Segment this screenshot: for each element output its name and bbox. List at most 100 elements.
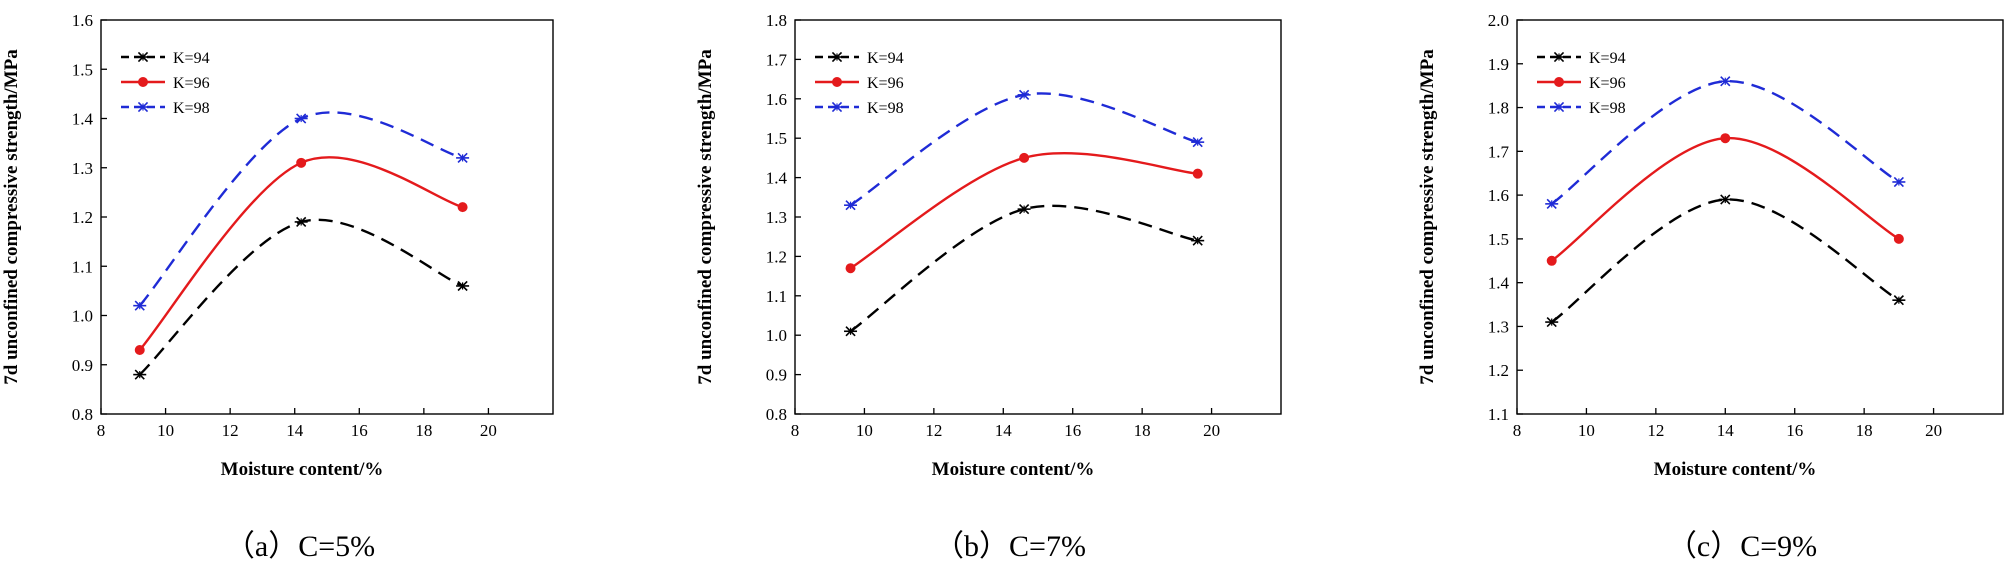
plot-frame <box>1516 19 2004 415</box>
x-tick-label: 14 <box>995 421 1013 440</box>
series-line-K=98 <box>1551 80 1900 205</box>
data-point <box>844 326 858 337</box>
y-tick-label: 2.0 <box>1488 11 1509 30</box>
legend-label: K=98 <box>1589 100 1626 117</box>
series-line-K=94 <box>849 204 1198 333</box>
x-axis-title: Moisture content/% <box>1654 459 1817 480</box>
chart-panel-1: 8 10 12 14 16 18 20 0.8 0.9 1.0 1.1 1.2 1.3 1.4 1.5 1.6… <box>1 11 554 563</box>
data-point <box>1720 133 1731 144</box>
x-axis-title: Moisture content/% <box>932 459 1095 480</box>
legend-label: K=94 <box>867 50 904 67</box>
y-tick-label: 1.2 <box>766 247 787 266</box>
y-tick-label: 1.4 <box>1488 274 1510 293</box>
x-tick-label: 18 <box>1856 421 1873 440</box>
legend-label: K=98 <box>867 100 904 117</box>
y-tick-label: 0.8 <box>766 405 787 424</box>
data-point <box>1892 295 1906 306</box>
x-tick-label: 20 <box>480 421 497 440</box>
series-line-K=94 <box>1551 198 1900 324</box>
x-tick-label: 12 <box>1647 421 1664 440</box>
legend-marker <box>136 51 150 63</box>
legend-label: K=96 <box>867 75 904 92</box>
legend-marker <box>1552 51 1566 63</box>
x-axis-title: Moisture content/% <box>221 459 384 480</box>
legend-marker <box>830 101 844 113</box>
y-tick-label: 0.8 <box>72 405 93 424</box>
y-tick-label: 1.0 <box>766 326 787 345</box>
y-tick-label: 0.9 <box>766 366 787 385</box>
legend-marker <box>1554 77 1564 87</box>
data-point <box>456 280 470 292</box>
x-tick-label: 14 <box>286 421 304 440</box>
y-axis-title: 7d unconfined compressive strength/MPa <box>1 49 22 385</box>
x-tick-label: 20 <box>1203 421 1220 440</box>
data-point <box>844 200 858 211</box>
data-point <box>133 300 147 311</box>
data-point <box>1893 233 1904 244</box>
y-tick-label: 1.1 <box>72 257 93 276</box>
y-tick-label: 1.0 <box>72 307 93 326</box>
data-point <box>1718 76 1732 87</box>
x-tick-label: 8 <box>1513 421 1522 440</box>
panel-caption: （a）C=5% <box>225 530 375 563</box>
y-tick-label: 1.6 <box>72 11 93 30</box>
x-tick-label: 16 <box>351 421 368 440</box>
y-tick-label: 1.1 <box>766 287 787 306</box>
data-point <box>294 216 308 228</box>
y-tick-label: 1.7 <box>1488 142 1510 161</box>
data-point <box>1718 194 1732 205</box>
y-tick-label: 0.9 <box>72 356 93 375</box>
y-tick-label: 1.6 <box>1488 186 1509 205</box>
series-line-K=94 <box>138 218 464 376</box>
panel-caption: （c）C=9% <box>1667 530 1817 563</box>
y-tick-label: 1.5 <box>766 129 787 148</box>
legend-marker <box>832 77 842 87</box>
y-tick-label: 1.5 <box>72 60 93 79</box>
x-tick-label: 10 <box>856 421 873 440</box>
x-tick-label: 14 <box>1717 421 1735 440</box>
y-tick-label: 1.5 <box>1488 230 1509 249</box>
x-tick-label: 18 <box>415 421 432 440</box>
legend-label: K=96 <box>1589 75 1626 92</box>
y-tick-label: 1.6 <box>766 90 787 109</box>
x-tick-label: 10 <box>1578 421 1595 440</box>
data-point <box>457 202 468 213</box>
legend-marker <box>138 77 148 87</box>
y-tick-label: 1.3 <box>72 159 93 178</box>
data-point <box>1017 89 1031 100</box>
y-tick-label: 1.1 <box>1488 405 1509 424</box>
legend-label: K=94 <box>1589 50 1626 67</box>
y-tick-label: 1.8 <box>766 11 787 30</box>
data-point <box>1019 152 1030 163</box>
x-tick-label: 20 <box>1925 421 1942 440</box>
y-tick-label: 1.9 <box>1488 55 1509 74</box>
data-point <box>1892 176 1906 188</box>
data-point <box>294 113 308 124</box>
x-tick-label: 8 <box>791 421 800 440</box>
data-point <box>296 157 307 168</box>
y-tick-label: 1.2 <box>72 208 93 227</box>
legend-marker <box>1552 101 1566 113</box>
y-tick-label: 1.3 <box>766 208 787 227</box>
data-point <box>134 344 145 355</box>
data-point <box>1191 137 1205 148</box>
series-line-K=98 <box>138 111 463 307</box>
chart-panel-3: 8 10 12 14 16 18 20 1.1 1.2 1.3 1.4 1.5 1.6 1.7 1.8 1.9… <box>1417 11 2004 563</box>
data-point <box>133 369 147 380</box>
x-tick-label: 16 <box>1786 421 1803 440</box>
plot-frame <box>100 19 554 415</box>
y-tick-label: 1.7 <box>766 50 788 69</box>
y-tick-label: 1.4 <box>72 110 94 129</box>
data-point <box>1017 204 1031 215</box>
y-tick-label: 1.4 <box>766 169 788 188</box>
data-point <box>1545 198 1559 209</box>
data-point <box>1545 316 1559 328</box>
y-axis-title: 7d unconfined compressive strength/MPa <box>1417 49 1438 385</box>
legend-label: K=96 <box>173 75 210 92</box>
x-tick-label: 8 <box>97 421 106 440</box>
y-tick-label: 1.8 <box>1488 99 1509 118</box>
x-tick-label: 18 <box>1134 421 1151 440</box>
x-tick-label: 10 <box>157 421 174 440</box>
x-tick-label: 12 <box>222 421 239 440</box>
